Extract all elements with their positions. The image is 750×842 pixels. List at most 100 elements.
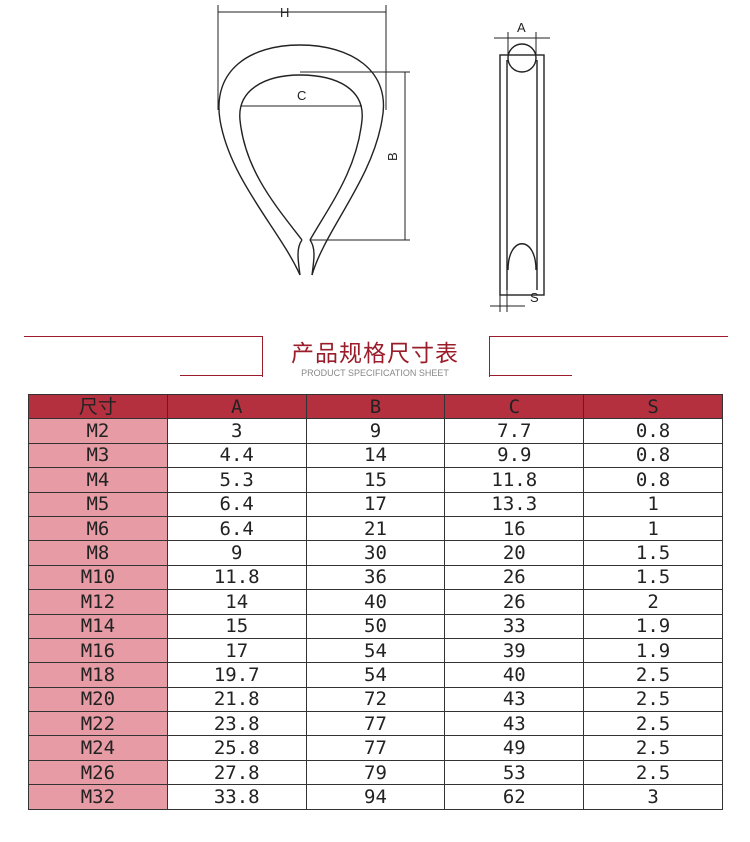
value-cell: 16 — [444, 515, 585, 542]
table-row: M26 27.8 79 53 2.5 — [28, 759, 723, 786]
size-cell: M12 — [28, 589, 168, 615]
thimble-inner-outline — [239, 74, 363, 241]
value-cell: 21 — [305, 515, 446, 542]
size-cell: M8 — [28, 540, 168, 566]
section-subtitle: PRODUCT SPECIFICATION SHEET — [301, 368, 449, 378]
value-cell: 0.8 — [583, 418, 723, 444]
label-a: A — [517, 20, 526, 35]
value-cell: 2.5 — [583, 662, 723, 688]
value-cell: 17 — [166, 637, 307, 664]
value-cell: 1.9 — [583, 613, 723, 639]
value-cell: 13.3 — [444, 491, 585, 517]
value-cell: 0.8 — [583, 442, 723, 469]
value-cell: 14 — [305, 442, 446, 469]
value-cell: 77 — [305, 735, 446, 761]
value-cell: 1.9 — [583, 637, 723, 664]
section-title: 产品规格尺寸表 — [291, 341, 459, 367]
value-cell: 77 — [305, 711, 446, 737]
size-cell: M4 — [28, 467, 168, 493]
size-cell: M32 — [28, 784, 168, 810]
column-header: 尺寸 — [28, 393, 168, 420]
size-cell: M16 — [28, 637, 168, 664]
value-cell: 39 — [444, 637, 585, 664]
value-cell: 33 — [444, 613, 585, 639]
table-row: M6 6.4 21 16 1 — [28, 515, 723, 542]
size-cell: M20 — [28, 686, 168, 713]
value-cell: 72 — [305, 686, 446, 713]
table-row: M24 25.8 77 49 2.5 — [28, 735, 723, 761]
value-cell: 15 — [166, 613, 307, 639]
table-row: M22 23.8 77 43 2.5 — [28, 711, 723, 737]
value-cell: 2 — [583, 589, 723, 615]
table-row: M18 19.7 54 40 2.5 — [28, 662, 723, 688]
value-cell: 43 — [444, 686, 585, 713]
table-row: M32 33.8 94 62 3 — [28, 784, 723, 810]
value-cell: 17 — [305, 491, 446, 517]
value-cell: 1.5 — [583, 564, 723, 591]
value-cell: 25.8 — [166, 735, 307, 761]
value-cell: 26 — [444, 589, 585, 615]
value-cell: 49 — [444, 735, 585, 761]
value-cell: 36 — [305, 564, 446, 591]
thimble-technical-drawing: H C B A S — [217, 5, 550, 312]
value-cell: 3 — [166, 418, 307, 444]
thimble-outer-outline — [218, 44, 385, 276]
column-header: C — [444, 393, 585, 420]
title-decoration-left-bottom — [180, 375, 263, 376]
table-row: M5 6.4 17 13.3 1 — [28, 491, 723, 517]
size-cell: M22 — [28, 711, 168, 737]
value-cell: 62 — [444, 784, 585, 810]
value-cell: 43 — [444, 711, 585, 737]
table-row: M20 21.8 72 43 2.5 — [28, 686, 723, 713]
title-decoration-right-bottom — [489, 375, 572, 376]
value-cell: 20 — [444, 540, 585, 566]
value-cell: 21.8 — [166, 686, 307, 713]
value-cell: 53 — [444, 759, 585, 786]
value-cell: 6.4 — [166, 515, 307, 542]
size-cell: M3 — [28, 442, 168, 469]
value-cell: 9.9 — [444, 442, 585, 469]
value-cell: 9 — [166, 540, 307, 566]
table-row: M14 15 50 33 1.9 — [28, 613, 723, 639]
value-cell: 11.8 — [166, 564, 307, 591]
table-row: M16 17 54 39 1.9 — [28, 637, 723, 664]
value-cell: 2.5 — [583, 686, 723, 713]
value-cell: 50 — [305, 613, 446, 639]
value-cell: 7.7 — [444, 418, 585, 444]
value-cell: 11.8 — [444, 467, 585, 493]
label-c: C — [297, 88, 306, 103]
value-cell: 14 — [166, 589, 307, 615]
value-cell: 5.3 — [166, 467, 307, 493]
value-cell: 94 — [305, 784, 446, 810]
size-cell: M10 — [28, 564, 168, 591]
value-cell: 9 — [305, 418, 446, 444]
table-row: M2 3 9 7.7 0.8 — [28, 418, 723, 444]
value-cell: 79 — [305, 759, 446, 786]
specification-table: 尺寸 A B C S M2 3 9 7.7 0.8 M3 4.4 14 9.9 0.8 M4 5.3 15 11.… — [28, 393, 723, 810]
table-row: M10 11.8 36 26 1.5 — [28, 564, 723, 591]
value-cell: 15 — [305, 467, 446, 493]
size-cell: M6 — [28, 515, 168, 542]
size-cell: M14 — [28, 613, 168, 639]
value-cell: 2.5 — [583, 759, 723, 786]
table-row: M4 5.3 15 11.8 0.8 — [28, 467, 723, 493]
value-cell: 2.5 — [583, 735, 723, 761]
thimble-side-view — [499, 54, 545, 296]
column-header: A — [166, 393, 307, 420]
value-cell: 3 — [583, 784, 723, 810]
value-cell: 6.4 — [166, 491, 307, 517]
value-cell: 2.5 — [583, 711, 723, 737]
size-cell: M24 — [28, 735, 168, 761]
table-row: M12 14 40 26 2 — [28, 589, 723, 615]
value-cell: 19.7 — [166, 662, 307, 688]
value-cell: 1 — [583, 515, 723, 542]
label-b: B — [385, 152, 400, 161]
label-s: S — [530, 290, 539, 305]
column-header: S — [583, 393, 723, 420]
value-cell: 33.8 — [166, 784, 307, 810]
size-cell: M26 — [28, 759, 168, 786]
title-decoration-right — [489, 336, 728, 377]
column-header: B — [305, 393, 446, 420]
title-decoration-left — [24, 336, 263, 377]
value-cell: 26 — [444, 564, 585, 591]
